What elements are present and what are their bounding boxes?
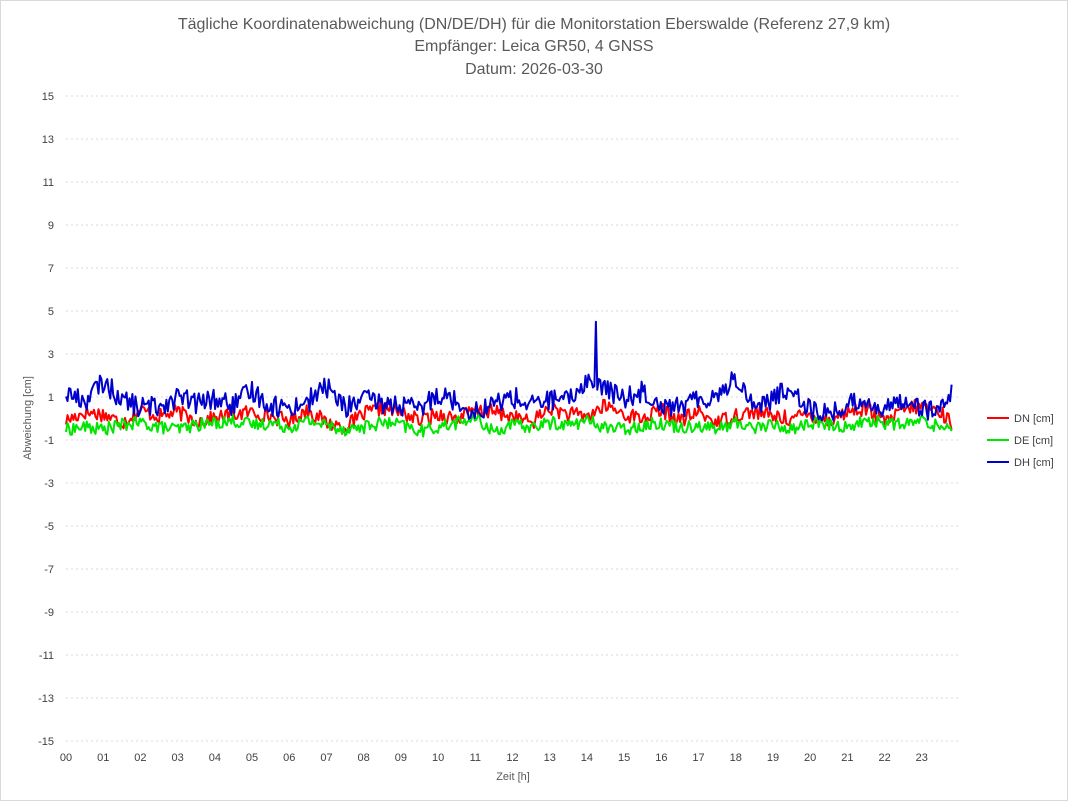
y-tick-label: -9 — [44, 607, 54, 619]
x-tick-label: 01 — [97, 752, 109, 764]
x-tick-label: 10 — [432, 752, 444, 764]
series-lines — [65, 320, 953, 438]
y-tick-label: 5 — [48, 306, 54, 318]
y-tick-label: 15 — [42, 91, 54, 103]
x-tick-label: 21 — [841, 752, 853, 764]
chart-title: Tägliche Koordinatenabweichung (DN/DE/DH… — [178, 16, 890, 78]
y-axis-label: Abweichung [cm] — [22, 376, 34, 460]
chart-title-line-2: Empfänger: Leica GR50, 4 GNSS — [414, 38, 653, 55]
x-tick-label: 13 — [544, 752, 556, 764]
y-tick-label: -11 — [39, 650, 54, 662]
y-tick-label: 13 — [42, 134, 54, 146]
x-tick-label: 05 — [246, 752, 258, 764]
x-tick-label: 04 — [209, 752, 221, 764]
y-tick-label: -7 — [44, 564, 54, 576]
x-tick-label: 23 — [916, 752, 928, 764]
y-tick-label: -5 — [44, 521, 54, 533]
y-tick-label: 7 — [48, 263, 54, 275]
x-tick-label: 22 — [878, 752, 890, 764]
x-tick-label: 12 — [506, 752, 518, 764]
x-tick-label: 09 — [395, 752, 407, 764]
x-tick-label: 18 — [730, 752, 742, 764]
x-tick-label: 08 — [358, 752, 370, 764]
y-tick-label: 1 — [48, 392, 54, 404]
y-tick-label: -13 — [38, 693, 54, 705]
x-tick-label: 14 — [581, 752, 593, 764]
legend-label: DN [cm] — [1014, 413, 1054, 425]
y-tick-label: 3 — [48, 349, 54, 361]
chart-title-line-3: Datum: 2026-03-30 — [465, 61, 603, 78]
series-line-de — [65, 411, 953, 438]
x-tick-label: 17 — [692, 752, 704, 764]
legend-label: DE [cm] — [1014, 435, 1053, 447]
y-tick-label: 9 — [48, 220, 54, 232]
x-tick-label: 20 — [804, 752, 816, 764]
chart-title-line-1: Tägliche Koordinatenabweichung (DN/DE/DH… — [178, 16, 890, 33]
y-tick-label: 11 — [43, 177, 54, 189]
x-tick-label: 02 — [134, 752, 146, 764]
x-tick-label: 11 — [470, 752, 481, 764]
y-tick-label: -3 — [44, 478, 54, 490]
x-axis-label: Zeit [h] — [496, 771, 530, 783]
x-axis-ticks: 00 01 02 03 04 05 06 07 08 09 10 11 12 13 14 15 16 17 18 19… — [60, 752, 928, 764]
x-tick-label: 03 — [172, 752, 184, 764]
x-tick-label: 07 — [320, 752, 332, 764]
x-tick-label: 19 — [767, 752, 779, 764]
legend-label: DH [cm] — [1014, 457, 1054, 469]
legend: DN [cm] DE [cm] DH [cm] — [987, 413, 1054, 469]
x-tick-label: 16 — [655, 752, 667, 764]
grid-lines — [66, 95, 959, 742]
x-tick-label: 15 — [618, 752, 630, 764]
y-axis-ticks: 15 13 11 9 7 5 3 1 -1 -3 -5 -7 -9 -11 -13 -15 — [38, 91, 54, 748]
series-line-dh — [65, 320, 953, 422]
x-tick-label: 00 — [60, 752, 72, 764]
y-tick-label: -15 — [38, 736, 54, 748]
y-tick-label: -1 — [44, 435, 54, 447]
x-tick-label: 06 — [283, 752, 295, 764]
